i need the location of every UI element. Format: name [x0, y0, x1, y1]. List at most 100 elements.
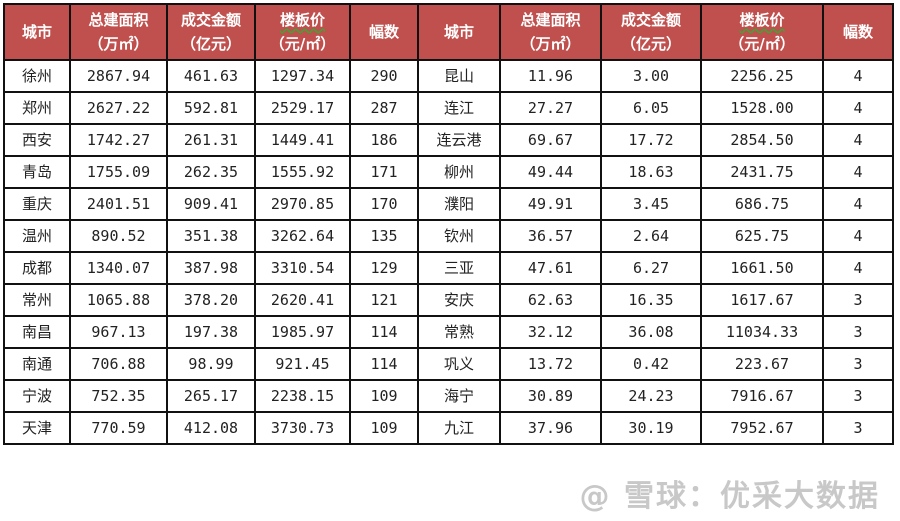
column-header: 楼板价 （元/㎡）	[700, 3, 824, 61]
city-cell: 温州	[3, 219, 71, 253]
city-cell: 青岛	[3, 155, 71, 189]
header-unit: （亿元）	[620, 35, 681, 53]
value-cell: 752.35	[69, 379, 168, 413]
value-cell: 3	[822, 315, 894, 349]
value-cell: 2.64	[600, 219, 702, 253]
header-unit: （元/㎡）	[729, 35, 795, 53]
value-cell: 6.27	[600, 251, 702, 285]
city-cell: 安庆	[417, 283, 501, 317]
value-cell: 11034.33	[700, 315, 824, 349]
value-cell: 351.38	[166, 219, 256, 253]
value-cell: 7916.67	[700, 379, 824, 413]
value-cell: 261.31	[166, 123, 256, 157]
value-cell: 171	[349, 155, 419, 189]
value-cell: 290	[349, 59, 419, 93]
table-row: 青岛 1755.09 262.35 1555.92 171 柳州 49.44 18.63 243…	[3, 155, 894, 189]
value-cell: 706.88	[69, 347, 168, 381]
city-cell: 郑州	[3, 91, 71, 125]
city-cell: 濮阳	[417, 187, 501, 221]
value-cell: 27.27	[499, 91, 602, 125]
header-label-text: 楼板价	[739, 11, 785, 29]
value-cell: 4	[822, 123, 894, 157]
value-cell: 2238.15	[254, 379, 351, 413]
value-cell: 625.75	[700, 219, 824, 253]
value-cell: 36.08	[600, 315, 702, 349]
city-cell: 徐州	[3, 59, 71, 93]
table-row: 天津 770.59 412.08 3730.73 109 九江 37.96 30.19 7952…	[3, 411, 894, 445]
value-cell: 1297.34	[254, 59, 351, 93]
value-cell: 2256.25	[700, 59, 824, 93]
value-cell: 1528.00	[700, 91, 824, 125]
city-cell: 钦州	[417, 219, 501, 253]
value-cell: 11.96	[499, 59, 602, 93]
value-cell: 36.57	[499, 219, 602, 253]
value-cell: 3262.64	[254, 219, 351, 253]
value-cell: 1742.27	[69, 123, 168, 157]
value-cell: 4	[822, 91, 894, 125]
column-header: 成交金额 （亿元）	[600, 3, 702, 61]
value-cell: 1449.41	[254, 123, 351, 157]
city-cell: 昆山	[417, 59, 501, 93]
city-cell: 宁波	[3, 379, 71, 413]
value-cell: 13.72	[499, 347, 602, 381]
column-header: 楼板价 （元/㎡）	[254, 3, 351, 61]
table-row: 西安 1742.27 261.31 1449.41 186 连云港 69.67 17.72 28…	[3, 123, 894, 157]
city-cell: 天津	[3, 411, 71, 445]
value-cell: 1340.07	[69, 251, 168, 285]
value-cell: 135	[349, 219, 419, 253]
value-cell: 4	[822, 59, 894, 93]
value-cell: 30.89	[499, 379, 602, 413]
value-cell: 921.45	[254, 347, 351, 381]
value-cell: 1755.09	[69, 155, 168, 189]
city-cell: 海宁	[417, 379, 501, 413]
city-cell: 连江	[417, 91, 501, 125]
value-cell: 890.52	[69, 219, 168, 253]
value-cell: 909.41	[166, 187, 256, 221]
value-cell: 592.81	[166, 91, 256, 125]
value-cell: 7952.67	[700, 411, 824, 445]
value-cell: 4	[822, 219, 894, 253]
value-cell: 170	[349, 187, 419, 221]
value-cell: 1065.88	[69, 283, 168, 317]
value-cell: 412.08	[166, 411, 256, 445]
city-cell: 巩义	[417, 347, 501, 381]
value-cell: 6.05	[600, 91, 702, 125]
header-unit: （亿元）	[180, 35, 241, 53]
value-cell: 0.42	[600, 347, 702, 381]
value-cell: 223.67	[700, 347, 824, 381]
city-cell: 常州	[3, 283, 71, 317]
column-header: 幅数	[822, 3, 894, 61]
value-cell: 3	[822, 347, 894, 381]
value-cell: 387.98	[166, 251, 256, 285]
value-cell: 186	[349, 123, 419, 157]
value-cell: 98.99	[166, 347, 256, 381]
watermark: @ 雪球：优采大数据	[579, 479, 880, 514]
column-header: 总建面积 （万㎡）	[69, 3, 168, 61]
value-cell: 2854.50	[700, 123, 824, 157]
value-cell: 686.75	[700, 187, 824, 221]
column-header: 城市	[3, 3, 71, 61]
value-cell: 3310.54	[254, 251, 351, 285]
header-label: 总建面积	[88, 11, 149, 29]
table-row: 成都 1340.07 387.98 3310.54 129 三亚 47.61 6.27 1661…	[3, 251, 894, 285]
value-cell: 49.44	[499, 155, 602, 189]
city-cell: 南昌	[3, 315, 71, 349]
header-label: 楼板价	[702, 8, 822, 32]
table-row: 宁波 752.35 265.17 2238.15 109 海宁 30.89 24.23 7916…	[3, 379, 894, 413]
value-cell: 265.17	[166, 379, 256, 413]
table-row: 郑州 2627.22 592.81 2529.17 287 连江 27.27 6.05 1528…	[3, 91, 894, 125]
value-cell: 1617.67	[700, 283, 824, 317]
value-cell: 2529.17	[254, 91, 351, 125]
value-cell: 2867.94	[69, 59, 168, 93]
value-cell: 109	[349, 411, 419, 445]
value-cell: 1555.92	[254, 155, 351, 189]
column-header: 总建面积 （万㎡）	[499, 3, 602, 61]
value-cell: 109	[349, 379, 419, 413]
value-cell: 287	[349, 91, 419, 125]
value-cell: 37.96	[499, 411, 602, 445]
value-cell: 18.63	[600, 155, 702, 189]
value-cell: 1661.50	[700, 251, 824, 285]
value-cell: 770.59	[69, 411, 168, 445]
header-label: 楼板价	[256, 8, 349, 32]
table-row: 常州 1065.88 378.20 2620.41 121 安庆 62.63 16.35 161…	[3, 283, 894, 317]
